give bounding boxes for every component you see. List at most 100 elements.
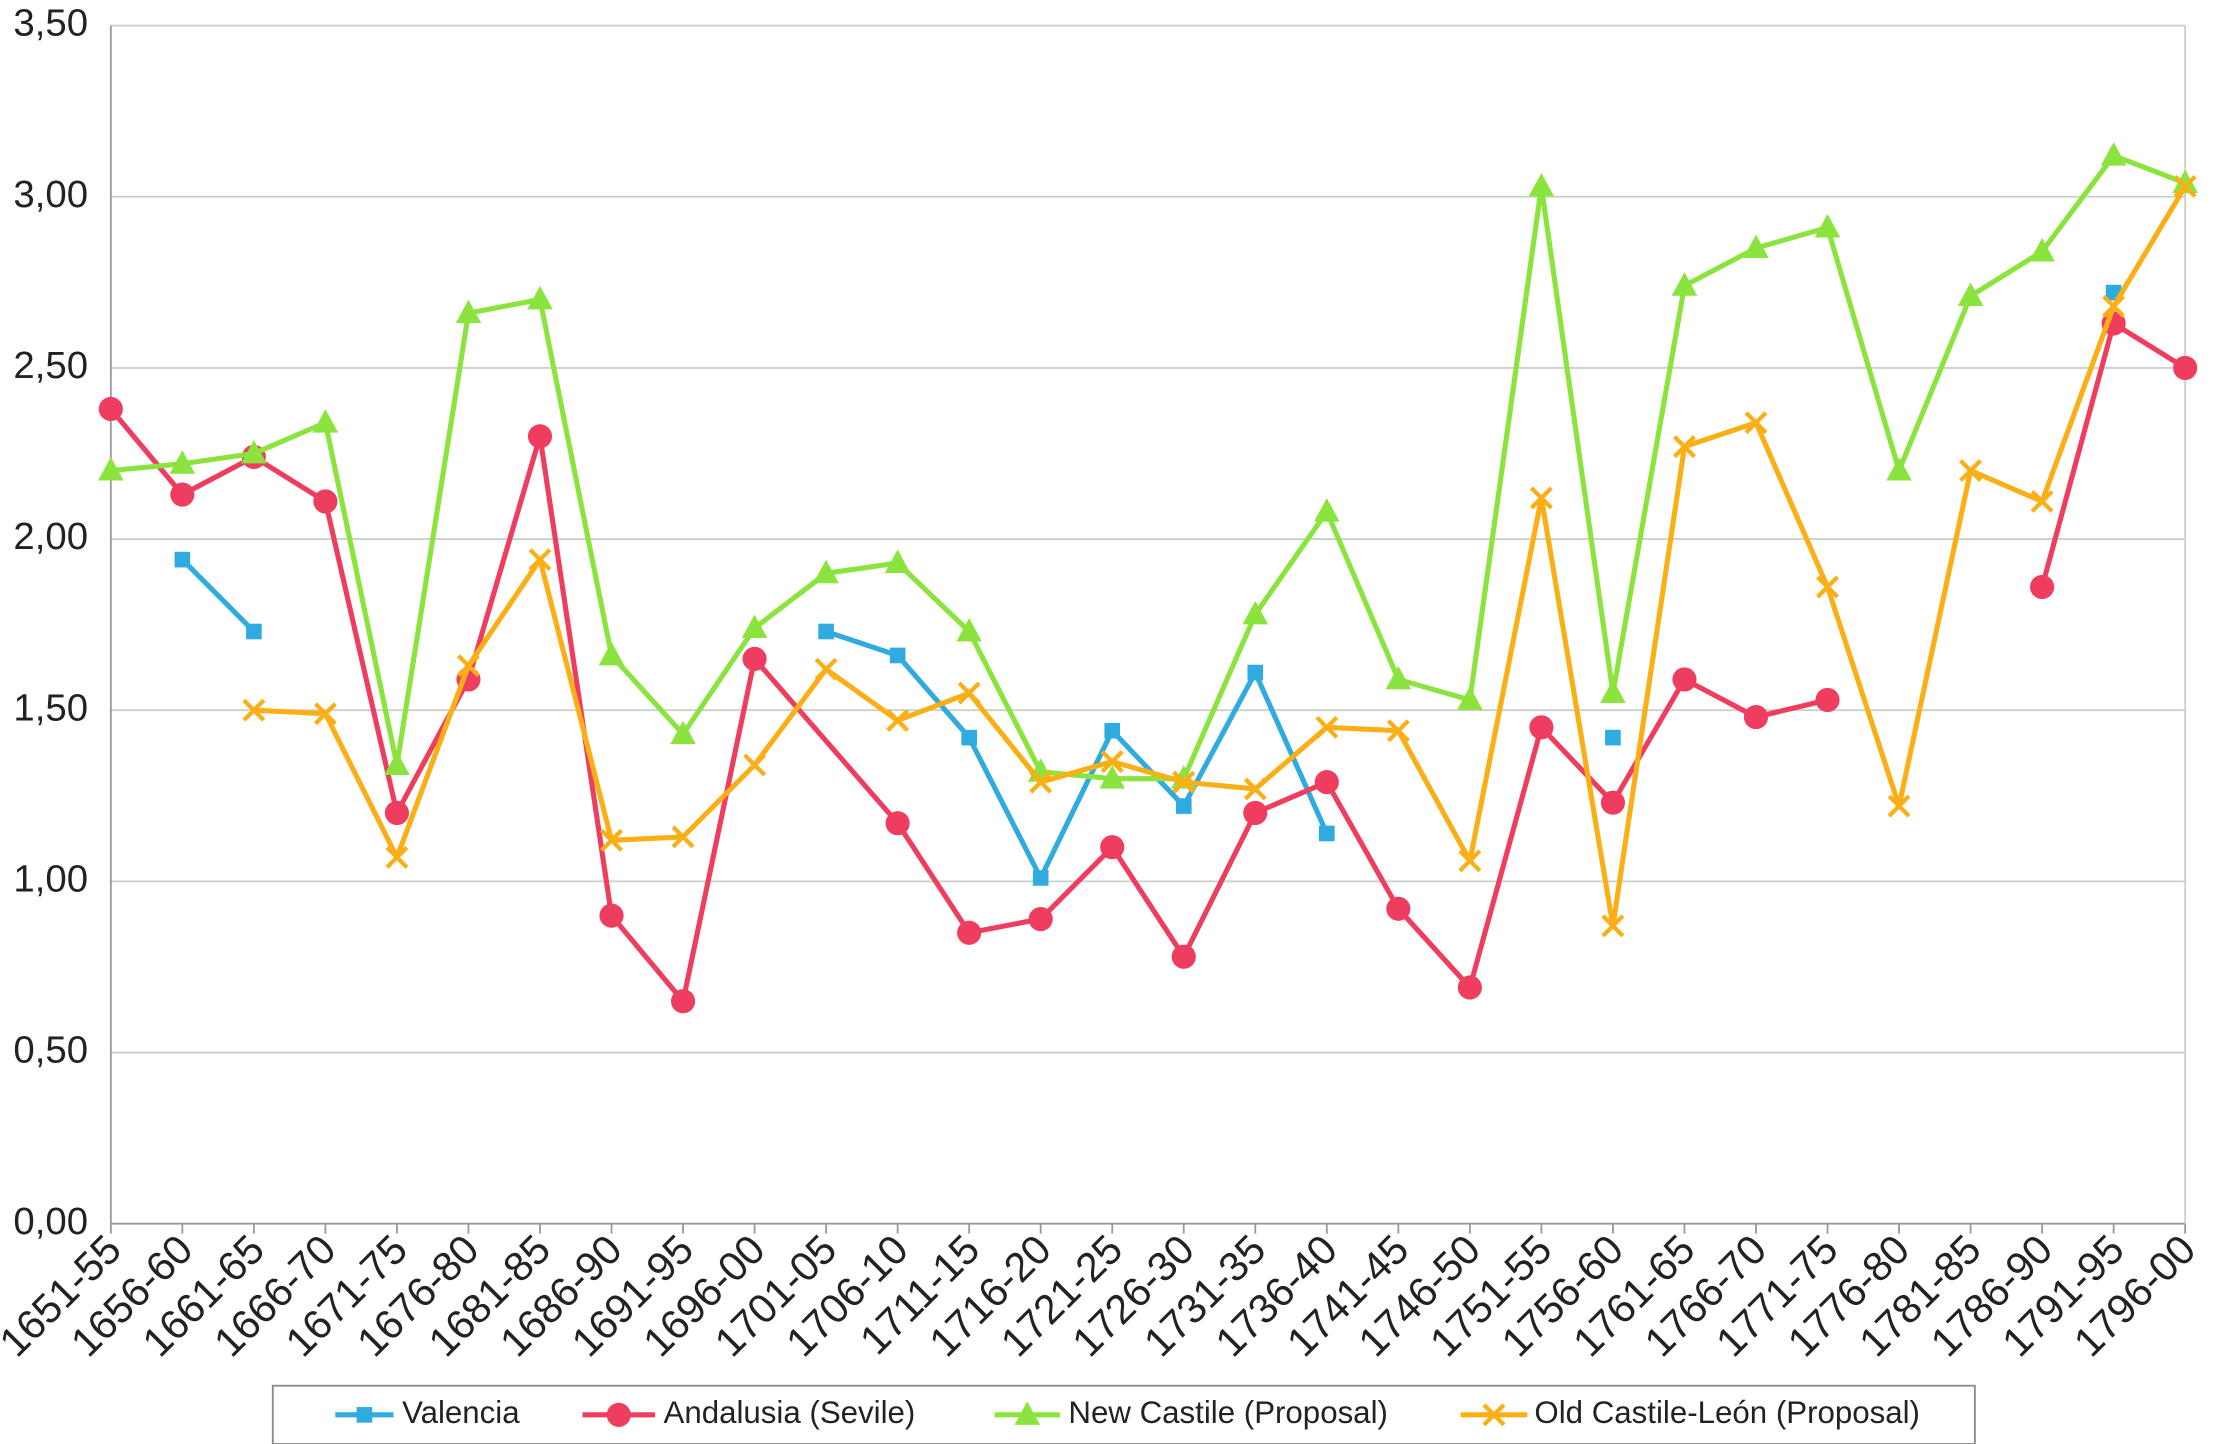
y-tick-label: 1,00	[13, 858, 88, 901]
data-point-old-castile-le-n-proposal	[1816, 575, 1839, 599]
data-point-old-castile-le-n-proposal-stroke	[2030, 489, 2054, 513]
data-point-old-castile-le-n-proposal-stroke	[1744, 411, 1768, 435]
legend-marker	[1482, 1403, 1506, 1427]
data-point-old-castile-le-n-proposal-stroke	[1601, 914, 1625, 938]
legend-item-andalusia-sevile: Andalusia (Sevile)	[582, 1395, 916, 1430]
data-point-old-castile-le-n-proposal	[671, 825, 695, 849]
data-point-andalusia-sevile	[957, 920, 982, 945]
data-point-andalusia-sevile	[527, 424, 553, 449]
data-point-valencia	[1032, 870, 1049, 886]
data-point-new-castile-proposal	[384, 751, 410, 775]
data-point-old-castile-le-n-proposal-stroke	[528, 548, 552, 572]
data-point-andalusia-sevile	[1100, 835, 1125, 860]
data-point-old-castile-le-n-proposal	[242, 698, 266, 722]
data-point-old-castile-le-n-proposal	[1887, 794, 1911, 818]
data-point-old-castile-le-n-proposal	[2030, 489, 2054, 513]
data-point-andalusia-sevile	[670, 989, 696, 1014]
data-point-old-castile-le-n-proposal-stroke	[1029, 770, 1053, 794]
data-point-new-castile-proposal	[1743, 234, 1769, 259]
data-point-valencia	[1605, 729, 1621, 746]
data-point-old-castile-le-n-proposal-stroke	[600, 828, 623, 852]
data-point-new-castile-proposal	[1671, 272, 1698, 296]
data-point-new-castile-proposal	[455, 299, 482, 324]
data-point-new-castile-proposal	[813, 559, 839, 584]
legend-label: New Castile (Proposal)	[1068, 1395, 1388, 1430]
y-tick-label: 0,50	[13, 1029, 88, 1072]
data-point-old-castile-le-n-proposal-stroke	[743, 753, 767, 777]
legend-label: Andalusia (Sevile)	[664, 1395, 916, 1430]
data-point-andalusia-sevile	[313, 489, 338, 514]
data-point-new-castile-proposal	[527, 285, 553, 310]
data-point-new-castile-proposal	[598, 641, 625, 666]
data-point-new-castile-proposal	[670, 720, 696, 745]
legend-label: Old Castile-León (Proposal)	[1534, 1395, 1920, 1430]
data-point-old-castile-le-n-proposal	[1458, 849, 1482, 873]
data-point-old-castile-le-n-proposal-stroke	[1315, 715, 1339, 739]
data-point-old-castile-le-n-proposal	[1601, 914, 1625, 938]
data-point-old-castile-le-n-proposal-stroke	[1386, 719, 1410, 743]
plot-series	[98, 142, 2198, 1014]
data-point-andalusia-sevile	[1028, 906, 1053, 932]
data-point-old-castile-le-n-proposal	[1315, 715, 1339, 739]
data-point-andalusia-sevile	[1457, 975, 1482, 1000]
data-point-new-castile-proposal	[1528, 172, 1555, 197]
data-point-valencia	[174, 551, 191, 568]
data-point-old-castile-le-n-proposal-stroke	[457, 654, 480, 678]
data-point-new-castile-proposal	[241, 439, 267, 464]
data-point-andalusia-sevile	[2173, 355, 2198, 380]
y-tick-label: 3,50	[13, 2, 88, 45]
data-point-old-castile-le-n-proposal	[886, 709, 910, 732]
data-point-new-castile-proposal	[1814, 214, 1841, 238]
data-point-andalusia-sevile	[1815, 687, 1840, 713]
y-tick-label: 2,50	[13, 344, 88, 387]
data-point-new-castile-proposal	[1385, 665, 1412, 690]
legend: Valencia Andalusia (Sevile) New Castile (P…	[271, 1384, 1976, 1444]
data-point-old-castile-le-n-proposal-stroke	[1172, 770, 1196, 794]
data-point-new-castile-proposal	[2100, 142, 2127, 166]
data-point-andalusia-sevile	[2030, 574, 2055, 600]
data-point-old-castile-le-n-proposal-stroke	[242, 698, 266, 722]
series-line-andalusia-sevile	[108, 406, 1831, 1004]
legend-marker	[606, 1402, 631, 1427]
series-line-old-castile-le-n-proposal	[251, 183, 2188, 929]
data-point-old-castile-le-n-proposal-stroke	[1816, 575, 1839, 599]
legend-item-new-castile-proposal: New Castile (Proposal)	[994, 1395, 1388, 1430]
data-point-new-castile-proposal	[1457, 686, 1483, 710]
data-point-old-castile-le-n-proposal	[457, 654, 480, 678]
data-point-old-castile-le-n-proposal-stroke	[814, 657, 838, 681]
data-point-old-castile-le-n-proposal	[743, 753, 767, 777]
data-point-old-castile-le-n-proposal-stroke	[671, 825, 695, 849]
data-point-new-castile-proposal	[1314, 498, 1340, 522]
series-line-valencia	[179, 557, 257, 635]
data-point-old-castile-le-n-proposal	[957, 681, 981, 705]
data-point-new-castile-proposal	[1886, 457, 1912, 481]
data-point-old-castile-le-n-proposal	[814, 657, 838, 681]
data-point-old-castile-le-n-proposal-stroke	[1458, 849, 1482, 873]
legend-box	[271, 1384, 1976, 1444]
data-point-new-castile-proposal	[741, 614, 768, 639]
data-point-new-castile-proposal	[169, 450, 196, 474]
data-point-new-castile-proposal	[312, 409, 339, 433]
data-point-old-castile-le-n-proposal-stroke	[886, 709, 910, 732]
series-andalusia-sevile	[98, 311, 2198, 1014]
data-point-new-castile-proposal	[98, 457, 124, 481]
data-point-andalusia-sevile	[1314, 770, 1339, 795]
data-point-old-castile-le-n-proposal	[528, 548, 552, 572]
series-line-andalusia-sevile	[2039, 320, 2188, 590]
data-point-valencia	[1247, 664, 1264, 681]
data-point-andalusia-sevile	[1529, 715, 1554, 740]
data-point-andalusia-sevile	[1743, 704, 1769, 730]
data-point-valencia	[889, 647, 906, 664]
data-point-old-castile-le-n-proposal	[600, 828, 623, 852]
y-tick-label: 1,50	[13, 686, 88, 729]
data-point-old-castile-le-n-proposal	[1673, 435, 1696, 459]
data-point-old-castile-le-n-proposal-stroke	[1959, 459, 1983, 483]
legend-item-valencia: Valencia	[335, 1395, 520, 1430]
data-point-old-castile-le-n-proposal	[1029, 770, 1053, 794]
data-point-andalusia-sevile	[1243, 800, 1268, 826]
data-point-old-castile-le-n-proposal	[1100, 750, 1124, 774]
data-point-andalusia-sevile	[384, 800, 410, 826]
series-old-castile-le-n-proposal	[242, 175, 2197, 938]
gridlines	[110, 24, 2186, 1225]
